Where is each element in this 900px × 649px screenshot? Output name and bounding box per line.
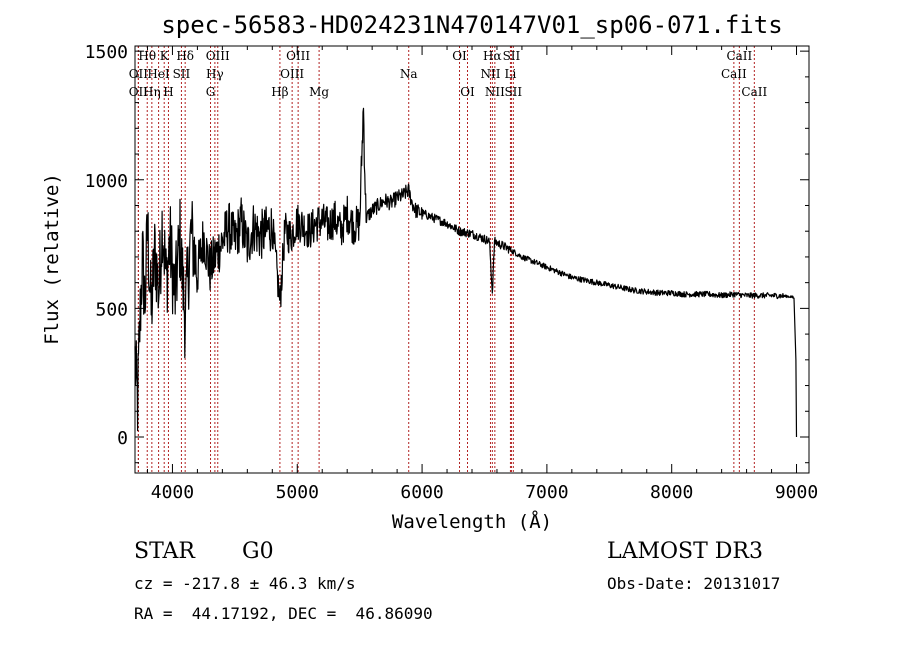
obs-date: Obs-Date: 20131017 bbox=[607, 574, 781, 593]
line-label-16: Na bbox=[400, 67, 418, 81]
y-tick-label-1: 500 bbox=[95, 299, 128, 320]
spectral-line-labels: OIIOIIHθHηHeIKHSIIHδGHγOIIIHβOIIIOIIIMgN… bbox=[129, 49, 768, 99]
line-label-12: Hβ bbox=[271, 85, 288, 99]
spectrum-line bbox=[134, 107, 798, 438]
y-axis-label: Flux (relative) bbox=[41, 173, 63, 345]
x-tick-label-4: 8000 bbox=[650, 482, 693, 503]
coordinates-text: RA = 44.17192, DEC = 46.86090 bbox=[134, 604, 433, 623]
line-label-10: Hγ bbox=[206, 67, 224, 81]
x-axis-label: Wavelength (Å) bbox=[392, 510, 552, 533]
x-axis-ticks: 4000 5000 6000 7000 8000 9000 bbox=[146, 46, 818, 503]
x-tick-label-0: 4000 bbox=[151, 482, 194, 503]
object-subclass: G0 bbox=[242, 539, 274, 564]
spectral-line-markers bbox=[137, 46, 755, 473]
redshift-text: cz = -217.8 ± 46.3 km/s bbox=[134, 574, 356, 593]
x-tick-label-2: 6000 bbox=[400, 482, 443, 503]
line-label-22: Li bbox=[505, 67, 517, 81]
x-tick-label-3: 7000 bbox=[525, 482, 568, 503]
line-label-19: NII bbox=[480, 67, 500, 81]
line-label-8: Hδ bbox=[176, 49, 194, 63]
line-label-1: OII bbox=[129, 67, 149, 81]
line-label-6: H bbox=[163, 85, 173, 99]
line-label-15: Mg bbox=[309, 85, 329, 99]
line-label-4: HeI bbox=[147, 67, 170, 81]
line-label-7: SII bbox=[173, 67, 191, 81]
y-axis-ticks: 0 500 1000 1500 bbox=[85, 42, 809, 464]
x-tick-label-1: 5000 bbox=[276, 482, 319, 503]
survey-name: LAMOST DR3 bbox=[607, 539, 763, 564]
line-label-5: K bbox=[160, 49, 170, 63]
x-tick-label-5: 9000 bbox=[775, 482, 818, 503]
line-label-13: OIII bbox=[280, 67, 304, 81]
chart-title: spec-56583-HD024231N470147V01_sp06-071.f… bbox=[161, 11, 782, 39]
y-tick-label-2: 1000 bbox=[85, 171, 128, 192]
line-label-20: Hα bbox=[483, 49, 502, 63]
y-tick-label-0: 0 bbox=[117, 428, 128, 449]
y-tick-label-3: 1500 bbox=[85, 42, 128, 63]
object-class: STAR bbox=[134, 539, 195, 564]
line-label-0: OII bbox=[129, 85, 149, 99]
line-label-26: CaII bbox=[726, 49, 752, 63]
line-label-2: Hθ bbox=[138, 49, 156, 63]
line-label-21: NII bbox=[485, 85, 505, 99]
plot-frame bbox=[134, 45, 810, 474]
line-label-25: CaII bbox=[721, 67, 747, 81]
line-label-17: OI bbox=[452, 49, 467, 63]
line-label-24: SII bbox=[504, 85, 522, 99]
line-label-11: OIII bbox=[206, 49, 230, 63]
line-label-9: G bbox=[206, 85, 216, 99]
line-label-23: SII bbox=[503, 49, 521, 63]
line-label-3: Hη bbox=[143, 85, 161, 99]
line-label-27: CaII bbox=[741, 85, 767, 99]
line-label-14: OIII bbox=[286, 49, 310, 63]
line-label-18: OI bbox=[460, 85, 475, 99]
